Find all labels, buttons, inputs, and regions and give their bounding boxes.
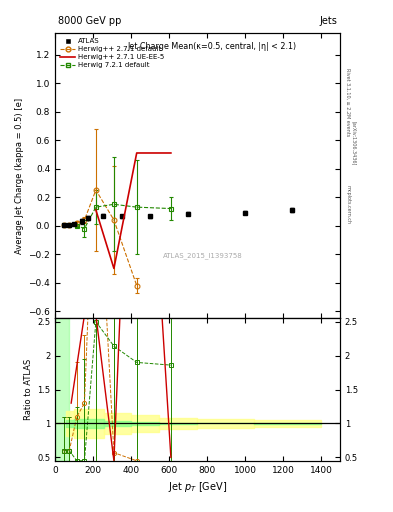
Legend: ATLAS, Herwig++ 2.7.1 default, Herwig++ 2.7.1 UE-EE-5, Herwig 7.2.1 default: ATLAS, Herwig++ 2.7.1 default, Herwig++ …	[57, 35, 167, 71]
Text: ATLAS_2015_I1393758: ATLAS_2015_I1393758	[163, 252, 243, 259]
Text: Jets: Jets	[319, 16, 337, 26]
Text: mcplots.cern.ch: mcplots.cern.ch	[345, 185, 350, 224]
Text: Jet Charge Mean(κ=0.5, central, |η| < 2.1): Jet Charge Mean(κ=0.5, central, |η| < 2.…	[127, 42, 296, 51]
Text: [arXiv:1306.3436]: [arXiv:1306.3436]	[351, 121, 356, 165]
X-axis label: Jet $p_T$ [GeV]: Jet $p_T$ [GeV]	[168, 480, 227, 494]
Y-axis label: Ratio to ATLAS: Ratio to ATLAS	[24, 359, 33, 420]
Text: 8000 GeV pp: 8000 GeV pp	[58, 16, 121, 26]
Text: Rivet 3.1.10, ≥ 2.2M events: Rivet 3.1.10, ≥ 2.2M events	[345, 68, 350, 137]
Y-axis label: Average Jet Charge (kappa = 0.5) [e]: Average Jet Charge (kappa = 0.5) [e]	[15, 98, 24, 254]
Bar	[55, 318, 69, 461]
